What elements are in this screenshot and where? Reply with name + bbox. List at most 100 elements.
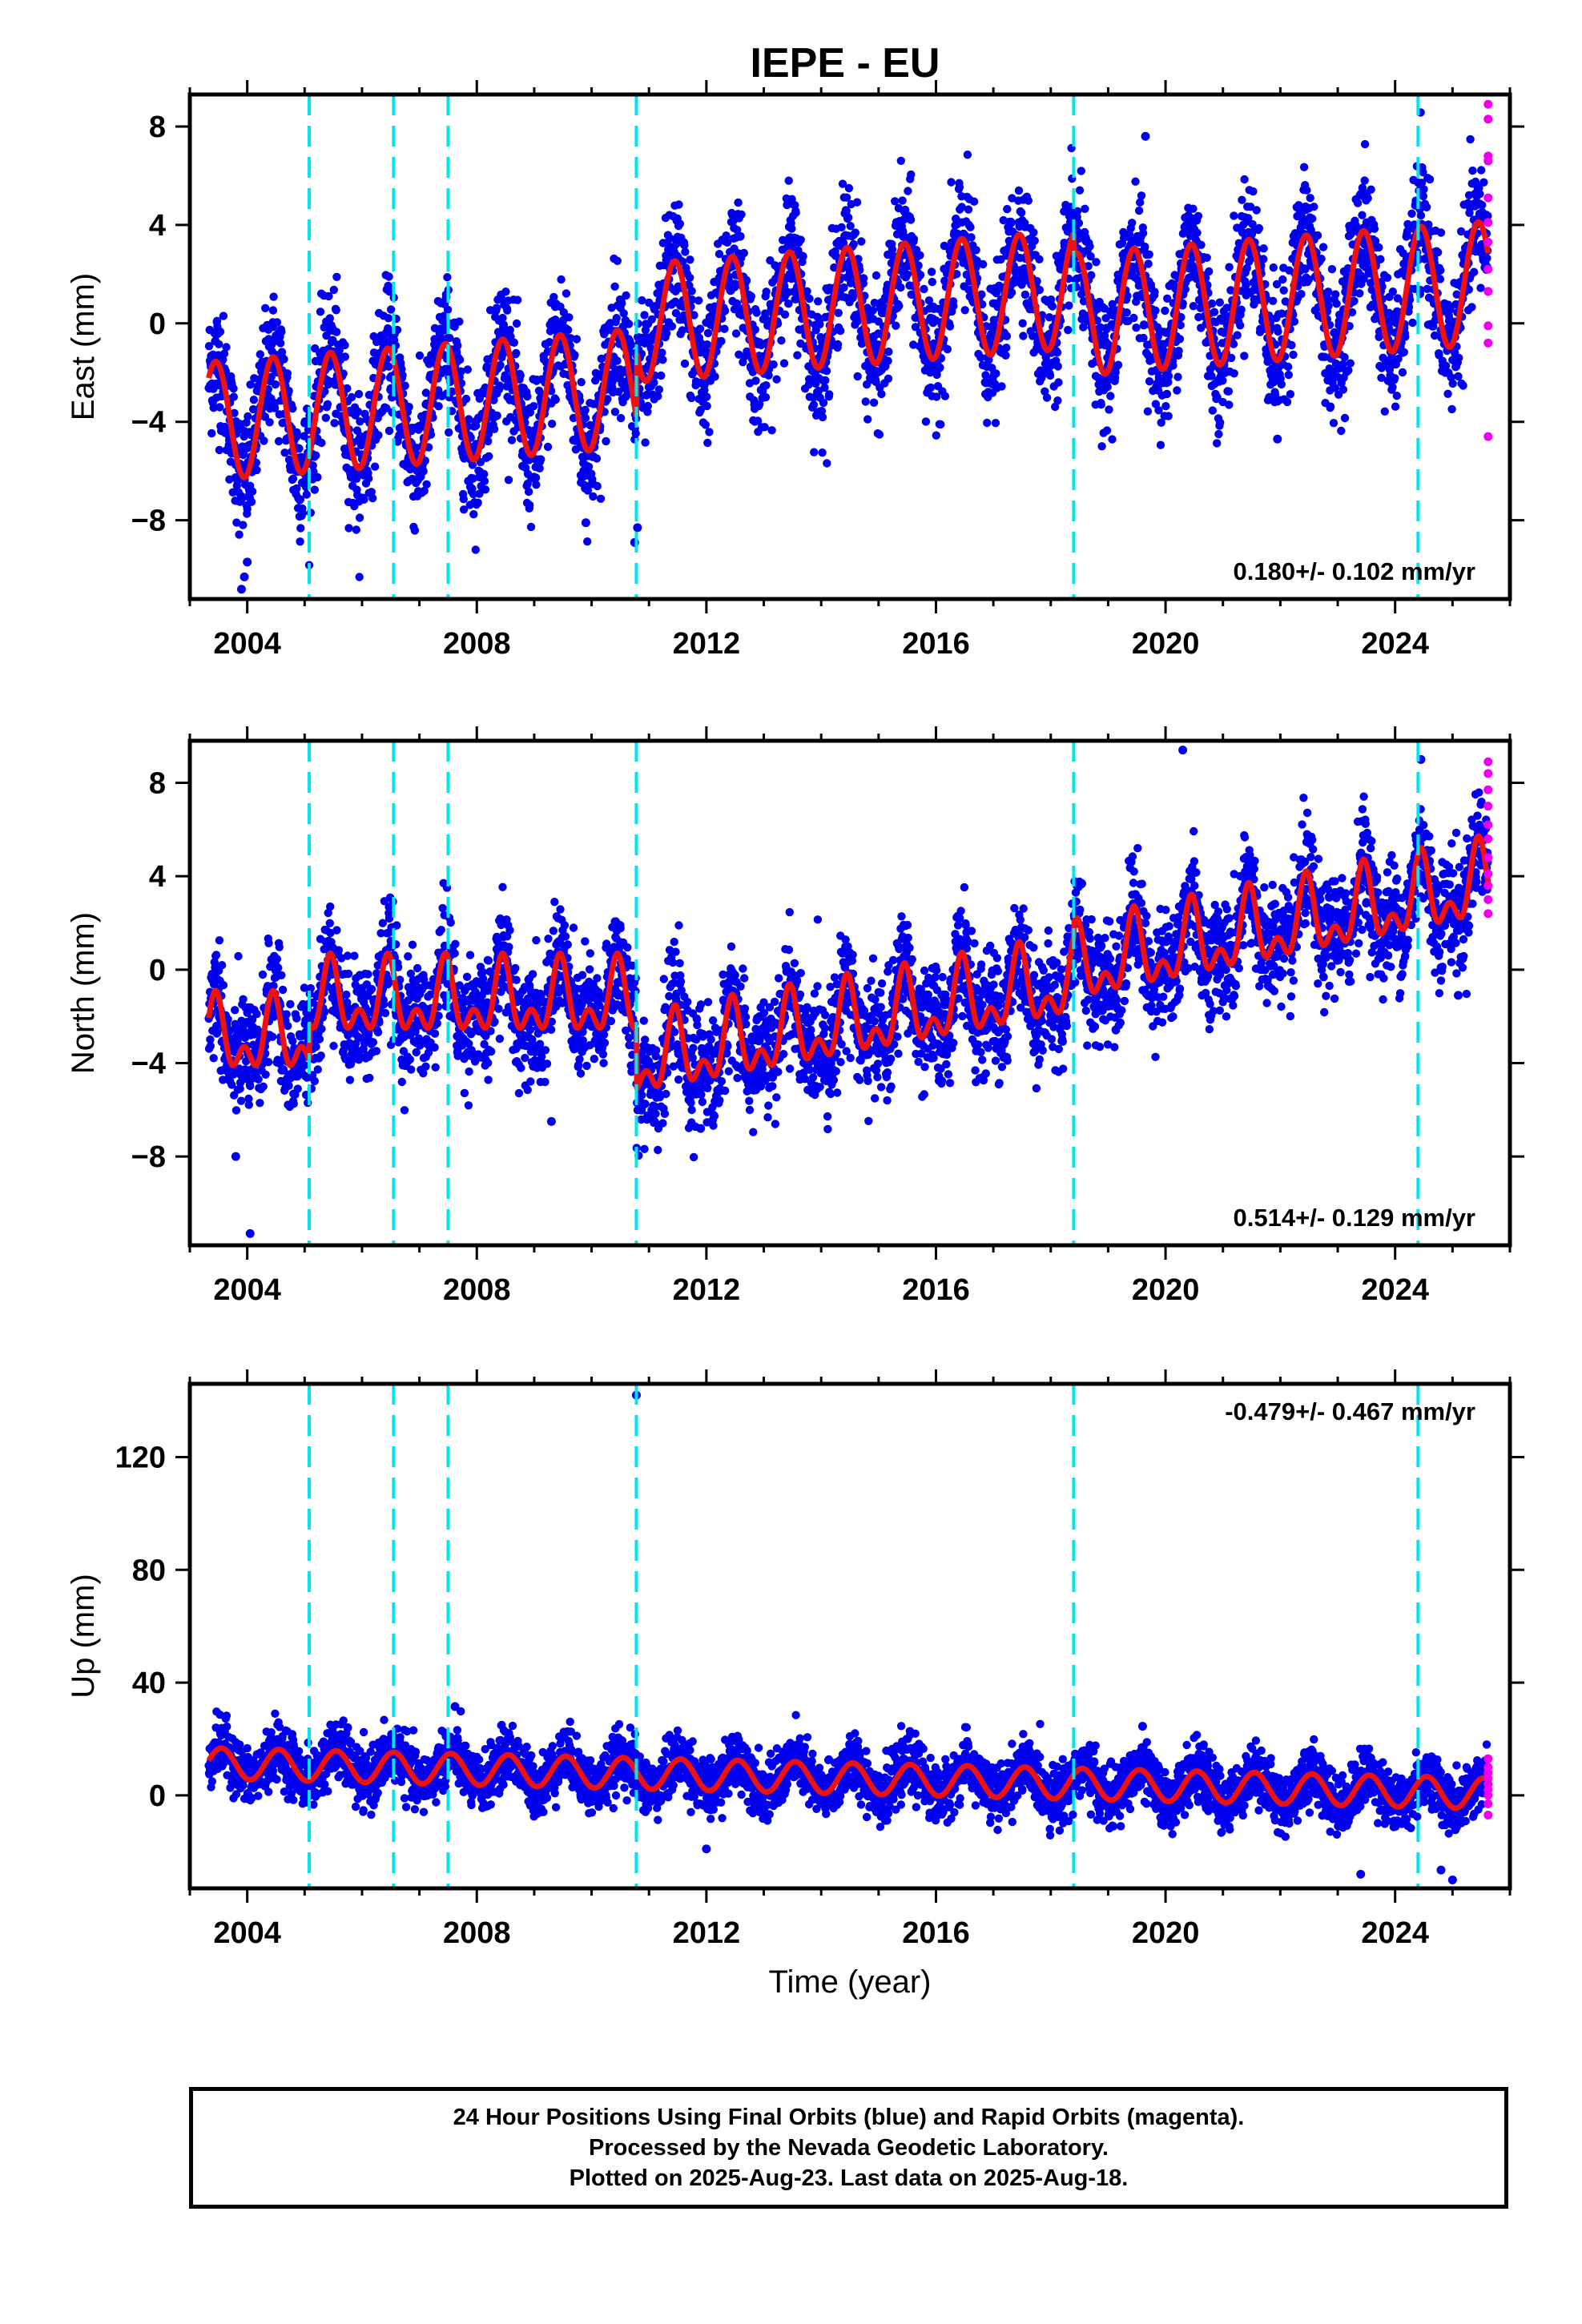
final-orbit-point [325, 919, 334, 928]
final-orbit-point [1246, 203, 1255, 211]
final-orbit-point [310, 485, 319, 494]
final-orbit-point [493, 411, 501, 420]
final-orbit-point [547, 420, 557, 428]
final-orbit-point [584, 462, 594, 471]
final-orbit-point [1306, 194, 1314, 203]
final-orbit-point [1181, 285, 1190, 294]
final-orbit-point [465, 415, 473, 424]
final-orbit-point [321, 413, 330, 422]
final-orbit-point [570, 351, 579, 360]
final-orbit-point [1141, 242, 1149, 251]
final-orbit-point [1202, 253, 1211, 262]
final-orbit-point [702, 340, 712, 349]
final-orbit-point [247, 497, 256, 506]
final-orbit-point [762, 381, 771, 390]
final-orbit-point [657, 371, 666, 380]
final-orbit-point [822, 367, 831, 376]
final-orbit-point [734, 198, 743, 207]
final-orbit-point [943, 344, 952, 354]
final-orbit-point [265, 418, 274, 427]
final-orbit-point [288, 474, 298, 483]
final-orbit-point [1399, 348, 1409, 356]
final-orbit-point [1024, 196, 1033, 205]
final-orbit-point [868, 306, 877, 315]
final-orbit-point [296, 537, 304, 546]
final-orbit-point [364, 474, 373, 483]
final-orbit-point [736, 231, 745, 241]
final-orbit-point [694, 296, 703, 305]
final-orbit-point [992, 369, 1000, 378]
final-orbit-point [924, 296, 934, 305]
final-orbit-point [715, 250, 724, 259]
final-orbit-point [1051, 402, 1060, 412]
final-orbit-point [1407, 209, 1416, 218]
final-orbit-point [1175, 335, 1185, 344]
final-orbit-point [231, 1006, 240, 1015]
final-orbit-point [513, 296, 522, 304]
final-orbit-point [769, 360, 778, 369]
final-orbit-point [501, 287, 510, 296]
final-orbit-point [666, 234, 674, 243]
final-orbit-point [1218, 376, 1227, 385]
final-orbit-point [1162, 389, 1172, 399]
final-orbit-point [254, 1075, 263, 1084]
final-orbit-point [654, 385, 663, 394]
final-orbit-point [823, 459, 831, 468]
final-orbit-point [317, 438, 326, 448]
final-orbit-point [292, 1014, 301, 1023]
final-orbit-point [1331, 290, 1340, 299]
final-orbit-point [1242, 263, 1252, 272]
final-orbit-point [680, 240, 689, 250]
final-orbit-point [384, 314, 393, 323]
final-orbit-point [1092, 258, 1101, 267]
final-orbit-point [277, 328, 286, 336]
final-orbit-point [761, 309, 770, 318]
final-orbit-point [952, 270, 961, 279]
final-orbit-point [324, 292, 333, 301]
final-orbit-point [836, 326, 845, 336]
final-orbit-point [723, 238, 732, 247]
rapid-orbit-point [1483, 264, 1493, 274]
final-orbit-point [1477, 166, 1486, 175]
final-orbit-point [705, 428, 714, 436]
final-orbit-point [751, 325, 759, 334]
final-orbit-point [592, 454, 602, 463]
final-orbit-point [1308, 214, 1317, 223]
final-orbit-point [596, 494, 606, 503]
final-orbit-point [382, 404, 391, 412]
final-orbit-point [1282, 397, 1292, 407]
final-orbit-point [463, 365, 472, 374]
final-orbit-point [976, 353, 985, 362]
final-orbit-point [344, 524, 353, 533]
final-orbit-point [1289, 350, 1298, 360]
final-orbit-point [264, 1058, 273, 1067]
final-orbit-point [352, 525, 360, 534]
final-orbit-point [1002, 344, 1011, 352]
final-orbit-point [565, 313, 574, 322]
final-orbit-point [1236, 321, 1245, 330]
final-orbit-point [292, 428, 301, 437]
final-orbit-point [972, 256, 981, 265]
final-orbit-point [695, 324, 705, 333]
final-orbit-point [1134, 206, 1144, 215]
final-orbit-point [1367, 185, 1375, 194]
final-orbit-point [325, 314, 334, 323]
final-orbit-point [680, 359, 690, 368]
final-orbit-point [752, 308, 761, 317]
rapid-orbit-point [1483, 115, 1493, 124]
final-orbit-point [1370, 224, 1379, 233]
final-orbit-point [947, 178, 956, 187]
final-orbit-point [310, 1076, 319, 1086]
final-orbit-point [895, 301, 904, 311]
final-orbit-point [821, 376, 830, 385]
final-orbit-point [1020, 290, 1030, 300]
final-orbit-point [945, 322, 955, 331]
final-orbit-point [385, 287, 394, 296]
final-orbit-point [271, 380, 280, 389]
final-orbit-point [443, 273, 452, 282]
final-orbit-point [313, 1065, 322, 1074]
final-orbit-point [1346, 359, 1355, 368]
final-orbit-point [1139, 333, 1148, 343]
